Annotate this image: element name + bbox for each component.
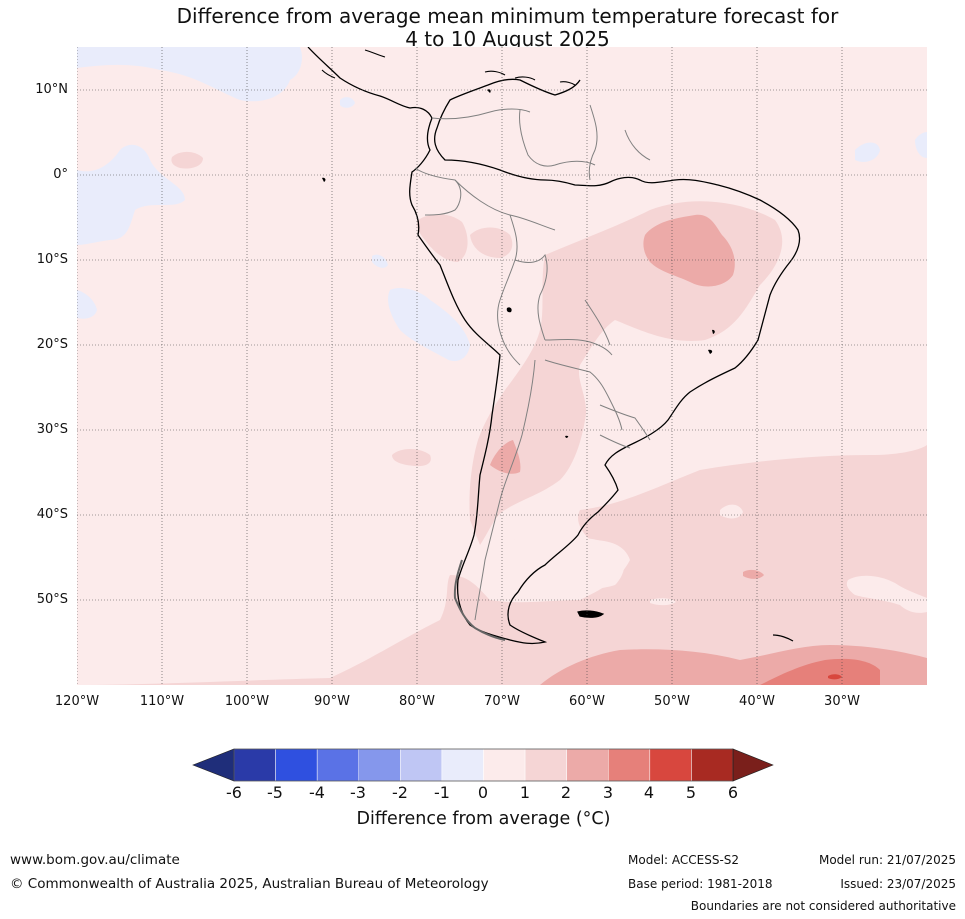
colorbar-segment [608, 748, 651, 782]
cool-region-north-pacific [77, 47, 302, 102]
base-period-text: Base period: 1981-2018 [628, 877, 773, 891]
lon-label-100w: 100°W [224, 694, 270, 709]
cool-region-southeast-pacific [388, 288, 470, 362]
colorbar-tick: -2 [392, 783, 408, 802]
issued-text: Issued: 23/07/2025 [840, 877, 956, 891]
lon-label-70w: 70°W [484, 694, 520, 709]
colorbar-segment [400, 748, 443, 782]
warm-region-far-south-3-4 [760, 658, 880, 685]
colorbar-tick: 1 [519, 783, 531, 802]
south-georgia-island [772, 634, 794, 642]
lake-maracaibo [487, 89, 491, 93]
colorbar-segment [566, 748, 609, 782]
colorbar-tick: -1 [434, 783, 450, 802]
lat-label-20s: 20°S [36, 337, 68, 352]
colorbar-tick: -5 [267, 783, 283, 802]
warm-region-brazil-hotspot [643, 214, 735, 287]
cool-region-small-pacific [340, 97, 355, 108]
cool-region-atlantic-north [855, 142, 880, 162]
chart-title: Difference from average mean minimum tem… [0, 5, 965, 51]
colorbar-tick: 0 [477, 783, 489, 802]
colorbar-segment [358, 748, 401, 782]
neutral-patch-4 [505, 538, 518, 556]
colorbar-segment [483, 748, 526, 782]
colorbar-tick: -3 [350, 783, 366, 802]
lon-label-90w: 90°W [314, 694, 350, 709]
colorbar-under-arrow [192, 748, 235, 782]
colorbar-label: Difference from average (°C) [356, 809, 611, 829]
colorbar-tick: 2 [560, 783, 572, 802]
lon-label-60w: 60°W [569, 694, 605, 709]
lat-label-30s: 30°S [36, 422, 68, 437]
lon-label-30w: 30°W [824, 694, 860, 709]
website-link[interactable]: www.bom.gov.au/climate [10, 852, 180, 868]
lon-label-110w: 110°W [139, 694, 185, 709]
lat-label-10n: 10°N [35, 82, 68, 97]
lon-label-40w: 40°W [739, 694, 775, 709]
colorbar-tick: 3 [602, 783, 614, 802]
map-plot-area [77, 47, 927, 685]
title-line2: 4 to 10 August 2025 [405, 27, 610, 51]
colorbar-tick: -6 [226, 783, 242, 802]
lat-label-0: 0° [53, 167, 68, 182]
colorbar-over-arrow [732, 748, 774, 782]
model-run-text: Model run: 21/07/2025 [818, 853, 956, 867]
colorbar-tick: 6 [727, 783, 739, 802]
grid-lines [77, 47, 927, 685]
coastline-americas [307, 47, 801, 645]
warm-region-pacific-south [380, 630, 490, 685]
lon-label-80w: 80°W [399, 694, 435, 709]
warm-region-equatorial-blob [171, 151, 203, 169]
country-borders [414, 104, 651, 621]
colorbar-outline [233, 748, 734, 782]
colorbar [192, 748, 774, 782]
model-text: Model: ACCESS-S2 [628, 853, 740, 867]
cool-region-far-west [77, 290, 97, 319]
lon-label-120w: 120°W [54, 694, 100, 709]
title-line1: Difference from average mean minimum tem… [176, 4, 839, 28]
falkland-islands [577, 610, 605, 618]
colorbar-segment [316, 748, 359, 782]
caribbean-islands [321, 49, 576, 86]
warm-region-peru-coast [416, 214, 468, 262]
lat-label-50s: 50°S [36, 592, 68, 607]
colorbar-segment [691, 748, 734, 782]
warm-region-amazon-west [470, 227, 513, 258]
warm-region-far-south-4-5 [828, 674, 842, 680]
warm-region-small-blob [743, 569, 764, 579]
cool-region-small-pacific-2 [372, 254, 388, 268]
colorbar-segment [649, 748, 692, 782]
warm-region-pacific-blob [392, 449, 431, 467]
neutral-patch-2 [846, 575, 927, 613]
colorbar-tick: -4 [309, 783, 325, 802]
chile-archipelago [453, 559, 506, 641]
disclaimer-text: Boundaries are not considered authoritat… [690, 899, 956, 913]
colorbar-tick: 4 [643, 783, 655, 802]
lat-label-10s: 10°S [36, 252, 68, 267]
colorbar-tick: 5 [685, 783, 697, 802]
cool-region-atlantic-east [915, 132, 927, 158]
warm-region-argentina-hotspot [490, 440, 521, 474]
colorbar-segment [275, 748, 318, 782]
colorbar-segment [233, 748, 276, 782]
lake-titicaca [506, 307, 512, 313]
warm-region-south-america-interior [469, 201, 783, 546]
lat-label-40s: 40°S [36, 507, 68, 522]
cool-region-equatorial-pacific [77, 144, 185, 245]
colorbar-segment [441, 748, 484, 782]
colorbar-segments [233, 748, 734, 782]
copyright-text: © Commonwealth of Australia 2025, Austra… [10, 876, 489, 892]
lon-label-50w: 50°W [654, 694, 690, 709]
warm-region-south-atlantic [77, 445, 927, 685]
colorbar-segment [524, 748, 567, 782]
neutral-patch-3 [556, 537, 625, 589]
